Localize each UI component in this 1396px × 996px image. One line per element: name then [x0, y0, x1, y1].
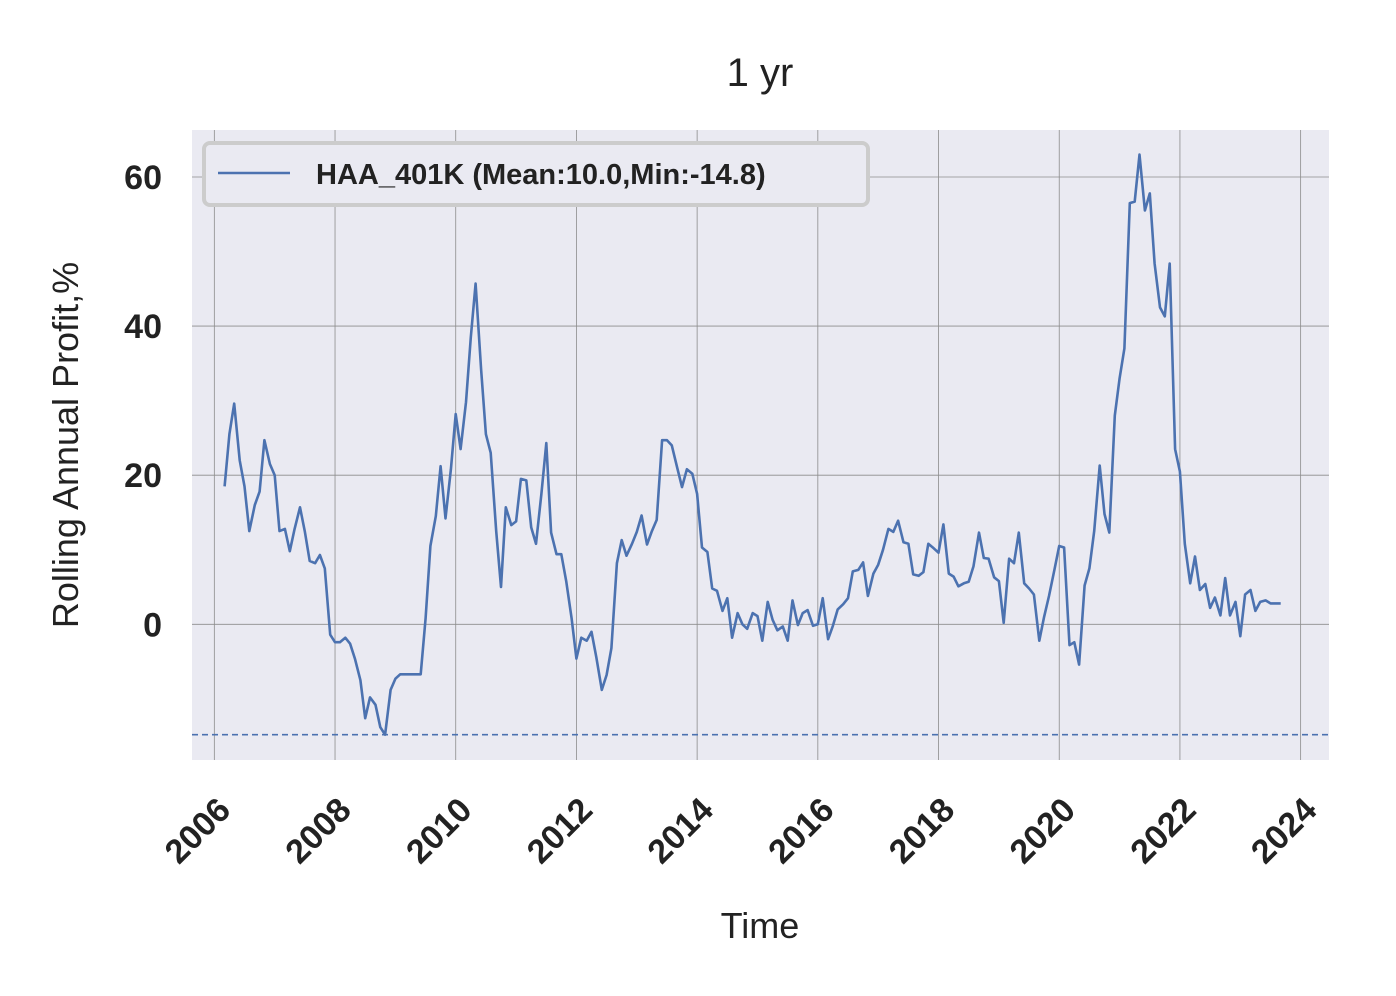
legend-entry: HAA_401K (Mean:10.0,Min:-14.8): [316, 159, 766, 191]
plot-background: [192, 130, 1329, 760]
legend-box: [202, 141, 870, 207]
x-tick-label: 2020: [1003, 791, 1083, 871]
x-tick-label: 2018: [882, 791, 962, 871]
y-tick-label: 60: [124, 159, 162, 197]
x-tick-label: 2016: [761, 791, 841, 871]
x-tick-label: 2012: [520, 791, 600, 871]
x-tick-label: 2014: [640, 791, 720, 871]
x-axis-label: Time: [721, 905, 800, 946]
y-axis-label: Rolling Annual Profit,%: [45, 262, 86, 628]
x-tick-label: 2022: [1123, 791, 1203, 871]
legend: HAA_401K (Mean:10.0,Min:-14.8): [202, 141, 870, 207]
x-tick-label: 2010: [399, 791, 479, 871]
x-gridlines: [213, 130, 1302, 760]
x-tick-label: 2024: [1244, 791, 1324, 871]
y-tick-label: 20: [124, 457, 162, 495]
x-tick-label: 2008: [278, 791, 358, 871]
y-tick-label: 40: [124, 308, 162, 346]
x-tick-labels: 2006 2008 2010 2012 2014 2016 2018 2020 2022 2024: [158, 791, 1325, 871]
y-tick-label: 0: [143, 606, 162, 644]
series-line-haa-401k: [223, 153, 1281, 736]
y-tick-labels: 0 20 40 60: [124, 159, 162, 644]
chart-title: 1 yr: [727, 51, 794, 95]
x-tick-label: 2006: [158, 791, 238, 871]
